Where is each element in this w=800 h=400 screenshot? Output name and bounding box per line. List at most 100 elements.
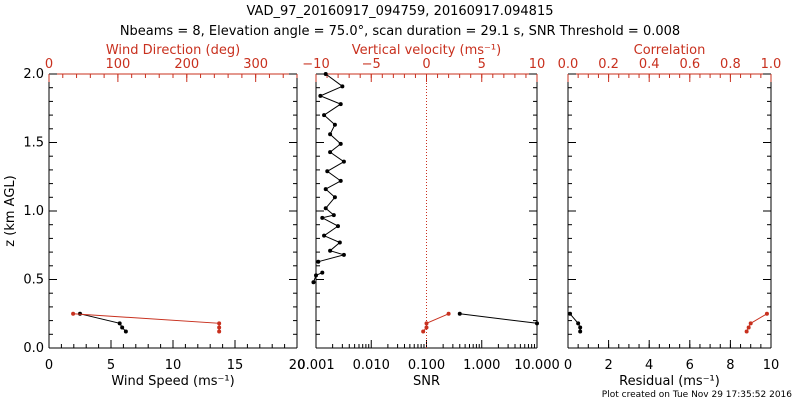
data-point	[123, 329, 128, 334]
data-point	[328, 132, 333, 137]
bottom-axis-title: Wind Speed (ms⁻¹)	[111, 374, 234, 389]
data-point	[314, 273, 318, 278]
figure-title-line2: Nbeams = 8, Elevation angle = 75.0°, sca…	[120, 24, 680, 39]
bottom-tick-label: 20	[289, 358, 306, 373]
top-tick-label: 0.8	[720, 57, 741, 72]
y-tick-label: 1.5	[23, 136, 44, 151]
series-line-bottom	[459, 313, 538, 324]
series-line-top	[73, 313, 220, 332]
data-point	[318, 93, 323, 98]
data-point	[323, 206, 328, 211]
data-point	[331, 213, 336, 218]
top-tick-label: 5	[478, 57, 486, 72]
top-axis-title: Correlation	[634, 43, 706, 58]
top-tick-label: 0	[422, 57, 430, 72]
data-point	[320, 215, 325, 220]
y-tick-label: 0.5	[23, 273, 44, 288]
bottom-tick-label: 5	[107, 358, 115, 373]
y-axis-label: z (km AGL)	[3, 175, 18, 246]
top-axis-title: Vertical velocity (ms⁻¹)	[352, 43, 501, 58]
bottom-tick-label: 4	[645, 358, 653, 373]
bottom-tick-label: 2	[604, 358, 612, 373]
y-tick-label: 1.0	[23, 204, 44, 219]
top-tick-label: 0	[45, 57, 53, 72]
series-line-top	[746, 313, 768, 332]
bottom-tick-label: 6	[686, 358, 694, 373]
data-point	[217, 325, 222, 330]
bottom-tick-label: 0.100	[408, 358, 445, 373]
data-point	[746, 325, 751, 330]
data-point	[117, 321, 122, 326]
data-point	[421, 329, 426, 334]
footer-timestamp: Plot created on Tue Nov 29 17:35:52 2016	[602, 390, 792, 400]
data-point	[332, 195, 337, 200]
bottom-tick-label: 1.000	[463, 358, 500, 373]
top-tick-label: 0.0	[558, 57, 579, 72]
data-point	[328, 248, 333, 253]
top-tick-label: 10	[529, 57, 546, 72]
bottom-axis-title: Residual (ms⁻¹)	[619, 374, 720, 389]
panel-middle: 0.001 0.010 0.100 1.000 10.000 SNR −10 −5 0 5 10 Ve…	[297, 43, 559, 389]
data-point	[120, 325, 125, 330]
bottom-axis-title: SNR	[413, 374, 440, 389]
data-point	[576, 321, 581, 326]
series-line-bottom	[79, 313, 127, 332]
top-tick-label: 200	[174, 57, 199, 72]
data-point	[338, 141, 343, 146]
data-point	[322, 113, 327, 118]
data-point	[335, 224, 340, 229]
bottom-tick-label: 8	[726, 358, 734, 373]
panel-right: 0 2 4 6 8 10 Residual (ms⁻¹) 0.0 0.2 0.4 0.6 0.8 1.0…	[558, 43, 782, 389]
data-point	[340, 84, 345, 89]
data-point	[535, 321, 539, 326]
bottom-tick-label: 15	[227, 358, 244, 373]
series-line-bottom	[569, 313, 581, 332]
data-point	[337, 240, 342, 245]
data-point	[320, 270, 325, 275]
bottom-tick-label: 0	[564, 358, 572, 373]
top-axis-title: Wind Direction (deg)	[106, 43, 240, 58]
bottom-tick-label: 10	[763, 358, 780, 373]
y-tick-label: 2.0	[23, 67, 44, 82]
data-point	[322, 233, 327, 238]
series-line-top	[422, 313, 449, 332]
top-tick-label: 300	[243, 57, 268, 72]
top-tick-label: 1.0	[761, 57, 782, 72]
data-point	[311, 280, 316, 285]
data-point	[328, 150, 333, 155]
data-point	[446, 311, 451, 316]
bottom-tick-label: 10.000	[514, 358, 560, 373]
bottom-tick-label: 0.001	[297, 358, 334, 373]
bottom-tick-label: 0.010	[353, 358, 390, 373]
bottom-tick-label: 10	[165, 358, 182, 373]
top-tick-label: −10	[302, 57, 329, 72]
data-point	[338, 102, 343, 107]
data-point	[71, 311, 76, 316]
data-point	[332, 122, 337, 127]
top-tick-label: 0.2	[598, 57, 619, 72]
data-point	[338, 178, 343, 183]
data-point	[316, 259, 321, 264]
top-tick-label: −5	[362, 57, 381, 72]
data-point	[748, 321, 753, 326]
data-point	[325, 169, 330, 174]
data-point	[424, 325, 429, 330]
data-point	[217, 321, 222, 326]
series-line-bottom	[318, 73, 346, 263]
y-tick-label: 0.0	[23, 341, 44, 356]
data-point	[457, 311, 462, 316]
figure-title-line1: VAD_97_20160917_094759, 20160917.094815	[247, 4, 554, 19]
data-point	[744, 329, 749, 334]
data-point	[578, 329, 583, 334]
top-tick-label: 0.4	[639, 57, 660, 72]
data-point	[578, 325, 583, 330]
data-point	[341, 252, 346, 257]
top-tick-label: 0.6	[679, 57, 700, 72]
data-point	[568, 311, 573, 316]
data-point	[323, 72, 328, 76]
top-tick-label: 100	[105, 57, 130, 72]
data-point	[323, 187, 328, 192]
